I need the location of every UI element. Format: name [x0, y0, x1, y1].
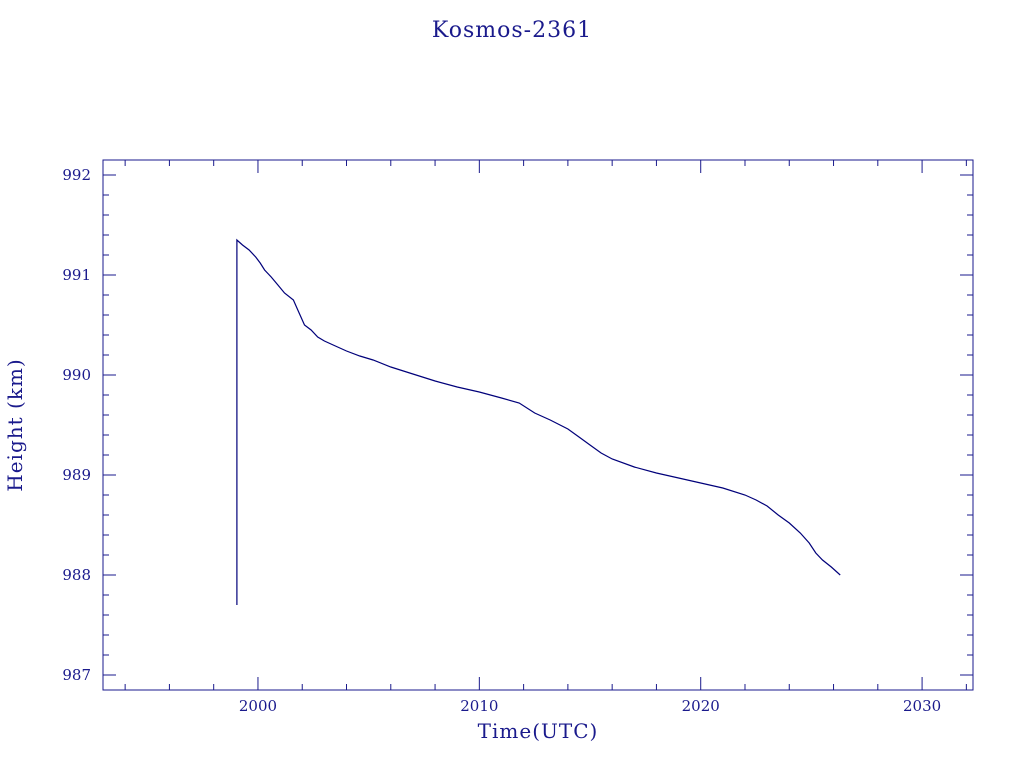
y-tick-labels: 987 988 989 990 991 992 — [62, 166, 91, 684]
chart-title: Kosmos-2361 — [432, 18, 592, 43]
y-tick-label: 991 — [62, 266, 91, 284]
x-tick-label: 2010 — [460, 697, 498, 715]
y-tick-label: 990 — [62, 366, 91, 384]
x-tick-labels: 2000 2010 2020 2030 — [239, 697, 941, 715]
x-tick-label: 2020 — [682, 697, 720, 715]
x-axis-label: Time(UTC) — [478, 719, 599, 743]
x-tick-label: 2030 — [903, 697, 941, 715]
y-axis-label: Height (km) — [3, 358, 27, 491]
y-tick-label: 987 — [62, 666, 91, 684]
axis-ticks — [103, 160, 973, 690]
plot-frame — [102, 159, 974, 691]
x-tick-label: 2000 — [239, 697, 277, 715]
height-series-line — [236, 238, 841, 605]
y-tick-label: 992 — [62, 166, 91, 184]
y-tick-label: 988 — [62, 566, 91, 584]
y-tick-label: 989 — [62, 466, 91, 484]
